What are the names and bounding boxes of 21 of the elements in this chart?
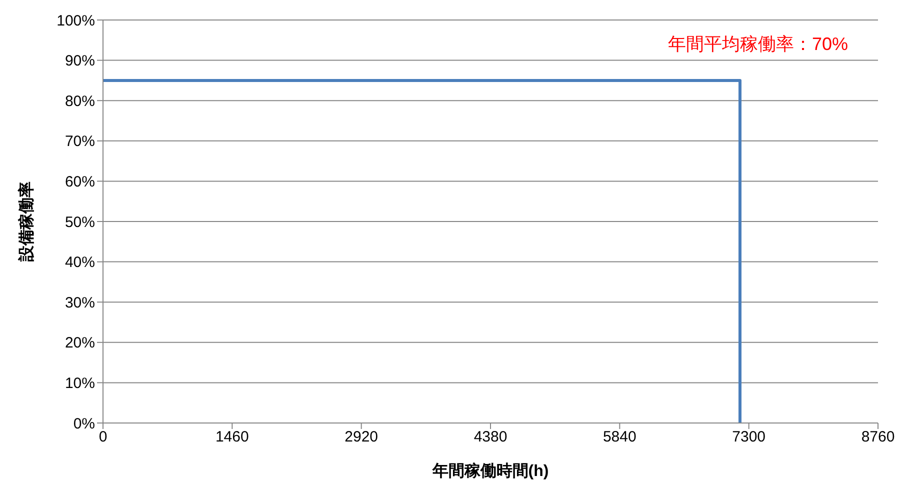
x-tick-label: 7300 (732, 428, 766, 446)
x-tick-label: 0 (98, 428, 108, 446)
y-tick-label: 80% (64, 92, 95, 110)
x-tick-label: 8760 (861, 428, 895, 446)
y-tick-label: 10% (64, 375, 95, 392)
y-axis-title: 設備稼働率 (16, 182, 36, 262)
annotation: 年間平均稼働率：70% (668, 33, 848, 56)
y-tick-label: 0% (73, 415, 95, 432)
x-tick-label: 5840 (602, 428, 636, 446)
y-tick-label: 90% (64, 52, 95, 70)
x-tick-label: 2920 (344, 428, 378, 446)
x-tick-label: 1460 (215, 428, 249, 446)
y-tick-label: 100% (56, 12, 95, 30)
x-axis-title: 年間稼働時間(h) (431, 462, 549, 480)
y-tick-label: 20% (64, 334, 95, 352)
y-tick-label: 30% (64, 294, 95, 312)
y-tick-label: 50% (64, 214, 95, 231)
y-tick-label: 40% (64, 254, 95, 272)
y-tick-label: 60% (64, 174, 95, 191)
y-tick-label: 70% (64, 133, 95, 150)
x-tick-label: 4380 (474, 428, 508, 446)
